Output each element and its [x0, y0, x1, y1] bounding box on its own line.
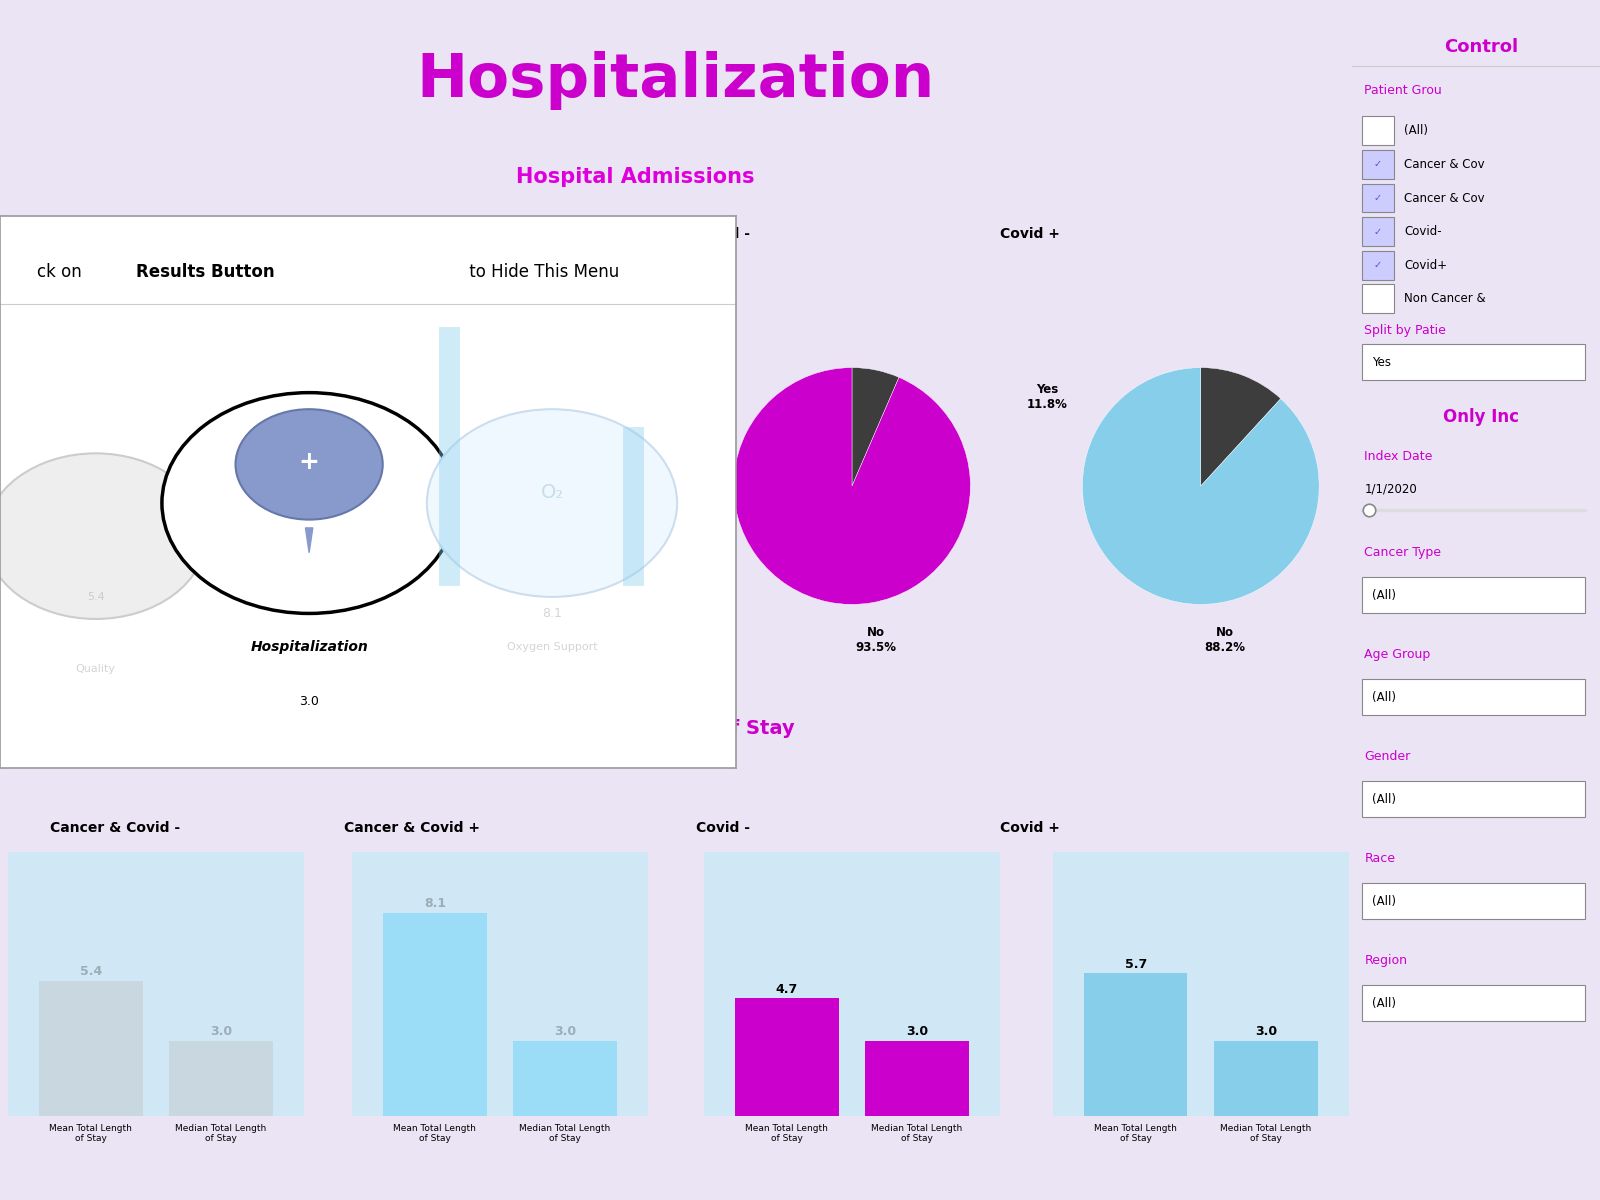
FancyBboxPatch shape	[1362, 883, 1586, 919]
Circle shape	[235, 409, 382, 520]
Text: Covid -: Covid -	[696, 821, 750, 835]
Text: Cancer & Covid +: Cancer & Covid +	[344, 227, 480, 241]
Text: Cancer & Covid -: Cancer & Covid -	[50, 227, 179, 241]
Text: ✓: ✓	[1374, 227, 1382, 236]
Wedge shape	[1200, 367, 1280, 486]
Text: Yes
6.5%: Yes 6.5%	[682, 383, 715, 412]
Text: No
83.7%: No 83.7%	[160, 626, 200, 654]
Text: Index Date: Index Date	[1365, 450, 1432, 463]
Text: Race: Race	[1365, 852, 1395, 865]
Text: Yes
11.8%: Yes 11.8%	[1027, 383, 1067, 412]
Text: 3.0: 3.0	[210, 1025, 232, 1038]
Wedge shape	[1083, 367, 1318, 605]
Wedge shape	[499, 367, 613, 486]
Text: No
79.8%: No 79.8%	[502, 626, 544, 654]
FancyBboxPatch shape	[1362, 217, 1395, 246]
Text: Only Inc: Only Inc	[1443, 408, 1518, 426]
Text: No
88.2%: No 88.2%	[1203, 626, 1245, 654]
Bar	[514, 1040, 618, 1116]
Polygon shape	[306, 528, 314, 553]
Text: Patient Grou: Patient Grou	[1365, 84, 1442, 97]
Text: Cancer & Covid -: Cancer & Covid -	[50, 821, 179, 835]
Text: 8.1: 8.1	[542, 607, 562, 620]
Text: Cancer & Covid +: Cancer & Covid +	[344, 821, 480, 835]
Bar	[170, 1040, 274, 1116]
Text: 5.7: 5.7	[1125, 958, 1147, 971]
FancyBboxPatch shape	[1362, 184, 1395, 212]
FancyBboxPatch shape	[1362, 251, 1395, 280]
FancyBboxPatch shape	[1362, 781, 1586, 817]
Text: ✓: ✓	[1374, 193, 1382, 203]
Text: Yes
20.2%: Yes 20.2%	[326, 383, 366, 412]
Text: Age Group: Age Group	[1365, 648, 1430, 661]
FancyBboxPatch shape	[1362, 985, 1586, 1021]
Text: Non Cancer &: Non Cancer &	[1405, 293, 1486, 305]
Text: Total Hospital Length of Stay: Total Hospital Length of Stay	[477, 720, 795, 738]
Text: No
93.5%: No 93.5%	[854, 626, 896, 654]
Text: Hospitalization: Hospitalization	[418, 50, 934, 109]
Text: Covid-: Covid-	[1405, 226, 1442, 238]
FancyBboxPatch shape	[1362, 577, 1586, 613]
Text: Covid +: Covid +	[1000, 821, 1061, 835]
Circle shape	[427, 409, 677, 596]
Text: Split by Patie: Split by Patie	[1365, 324, 1446, 337]
Circle shape	[162, 392, 456, 613]
Circle shape	[0, 454, 206, 619]
Text: to Hide This Menu: to Hide This Menu	[464, 263, 619, 281]
Wedge shape	[155, 367, 258, 486]
Text: Covid -: Covid -	[696, 227, 750, 241]
Wedge shape	[381, 367, 619, 605]
Text: (All): (All)	[1371, 895, 1395, 907]
Text: Hospital Admissions: Hospital Admissions	[517, 167, 755, 187]
Text: 3.0: 3.0	[1254, 1025, 1277, 1038]
Text: 4.7: 4.7	[776, 983, 798, 996]
Wedge shape	[734, 367, 970, 605]
Bar	[1214, 1040, 1318, 1116]
Text: 5.4: 5.4	[80, 965, 102, 978]
Text: (All): (All)	[1371, 589, 1395, 601]
FancyBboxPatch shape	[1362, 679, 1586, 715]
Text: 5.4: 5.4	[86, 592, 104, 602]
Bar	[866, 1040, 970, 1116]
FancyBboxPatch shape	[1362, 284, 1395, 313]
Text: 8.1: 8.1	[424, 898, 446, 911]
FancyBboxPatch shape	[1362, 116, 1395, 145]
Text: Cancer Type: Cancer Type	[1365, 546, 1442, 559]
Text: Cancer & Cov: Cancer & Cov	[1405, 158, 1485, 170]
Bar	[734, 998, 838, 1116]
Text: 1/1/2020: 1/1/2020	[1365, 482, 1418, 496]
Text: (All): (All)	[1371, 691, 1395, 703]
Text: ✓: ✓	[1374, 260, 1382, 270]
Text: Oxygen Support: Oxygen Support	[507, 642, 597, 652]
Bar	[1083, 973, 1187, 1116]
Text: +: +	[299, 450, 320, 474]
Text: Yes: Yes	[1371, 356, 1390, 368]
Wedge shape	[851, 367, 899, 486]
Text: ck on: ck on	[37, 263, 86, 281]
Text: 3.0: 3.0	[299, 695, 318, 708]
Text: Yes
16.3%: Yes 16.3%	[0, 383, 22, 412]
Text: Region: Region	[1365, 954, 1408, 967]
Text: O₂: O₂	[541, 482, 563, 502]
Bar	[38, 980, 142, 1116]
FancyBboxPatch shape	[1362, 344, 1586, 380]
Text: Covid+: Covid+	[1405, 259, 1448, 271]
Text: 3.0: 3.0	[906, 1025, 928, 1038]
Text: Covid +: Covid +	[1000, 227, 1061, 241]
Text: Control: Control	[1443, 38, 1518, 56]
Text: ✓: ✓	[1374, 160, 1382, 169]
Text: 3.0: 3.0	[554, 1025, 576, 1038]
Text: (All): (All)	[1405, 125, 1429, 137]
Text: Hospitalization: Hospitalization	[250, 640, 368, 654]
Text: (All): (All)	[1371, 997, 1395, 1009]
Wedge shape	[38, 367, 274, 605]
Text: (All): (All)	[1371, 793, 1395, 805]
Text: Gender: Gender	[1365, 750, 1411, 763]
FancyBboxPatch shape	[1362, 150, 1395, 179]
Text: Results Button: Results Button	[136, 263, 275, 281]
Text: Cancer & Cov: Cancer & Cov	[1405, 192, 1485, 204]
Text: Quality: Quality	[75, 664, 115, 673]
Bar	[382, 913, 486, 1116]
